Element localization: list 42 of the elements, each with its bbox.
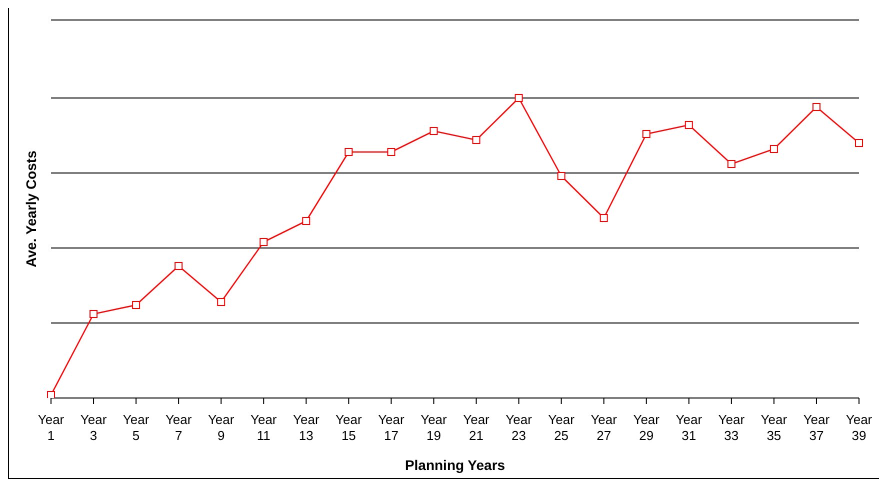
x-tick-label: Year 25: [548, 412, 576, 443]
point: [642, 130, 650, 138]
x-tick-label: Year 7: [165, 412, 192, 443]
x-tick-label: Year 29: [633, 412, 660, 443]
x-tick-label: Year 27: [590, 412, 618, 443]
point: [430, 127, 438, 135]
x-tick-label: Year 23: [506, 412, 533, 443]
y-axis-title: Ave. Yearly Costs: [22, 150, 39, 268]
point: [472, 136, 480, 144]
x-tick-label: Year 21: [463, 412, 490, 443]
point: [387, 148, 396, 156]
x-axis-title: Planning Years: [404, 457, 506, 473]
x-tick-label: Year 9: [208, 412, 235, 443]
point: [812, 103, 820, 111]
x-tick-label: Year 3: [80, 412, 108, 443]
x-tick-label: Year 39: [846, 412, 873, 443]
point: [132, 301, 140, 309]
x-tick-label: Year 35: [760, 412, 788, 443]
x-tick-label: Year 17: [378, 412, 406, 443]
point: [344, 148, 353, 156]
x-tick-label: Year 15: [336, 412, 362, 443]
x-tick-label: Year 19: [420, 412, 448, 443]
point: [47, 391, 55, 398]
point: [557, 172, 566, 180]
point: [770, 145, 778, 153]
point: [174, 262, 183, 270]
point: [855, 139, 863, 147]
x-tick-label: Year 5: [122, 412, 150, 443]
point: [727, 160, 736, 168]
x-tick-label: Year 37: [803, 412, 830, 443]
point: [302, 217, 310, 225]
x-tick-label: Year 1: [38, 412, 65, 443]
point: [514, 94, 523, 102]
x-tick-label: Year 11: [250, 412, 278, 443]
x-tick-label: Year 31: [676, 412, 703, 443]
x-tick-label: Year 13: [293, 412, 320, 443]
point: [90, 310, 98, 318]
point: [217, 298, 226, 306]
point: [684, 121, 693, 129]
x-tick-label: Year 33: [718, 412, 746, 443]
point: [260, 238, 268, 246]
point: [600, 214, 608, 222]
